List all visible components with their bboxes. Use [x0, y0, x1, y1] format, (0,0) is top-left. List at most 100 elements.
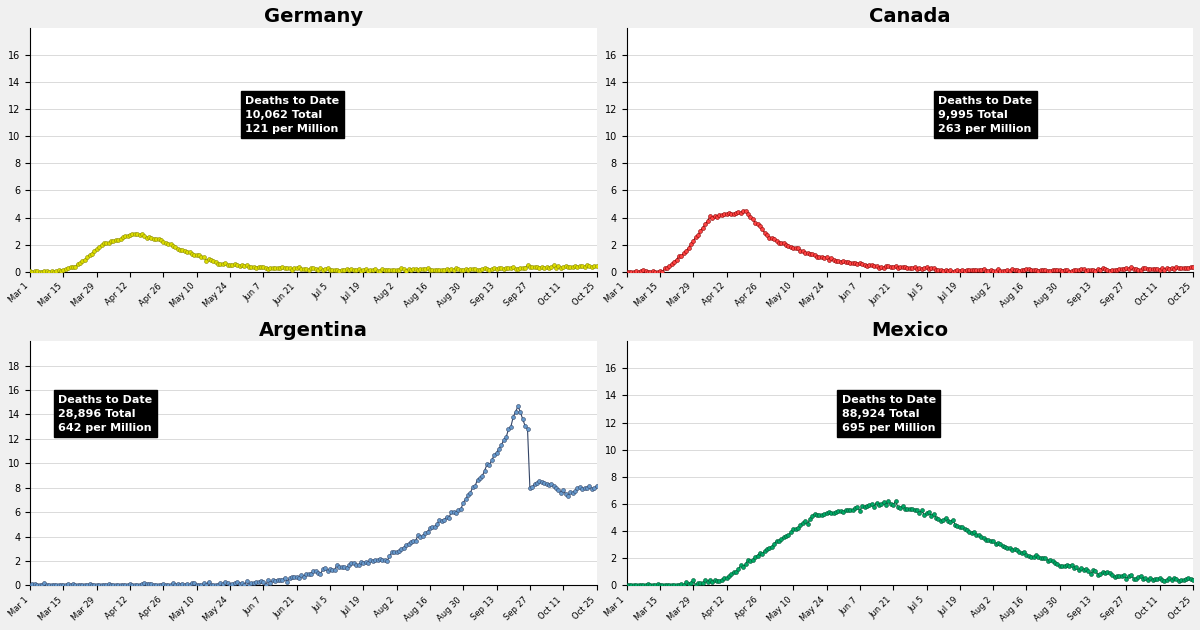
Point — [931, 265, 950, 275]
Point — [1122, 262, 1141, 272]
Point — [523, 483, 542, 493]
Point — [292, 570, 311, 580]
Point — [415, 529, 434, 539]
Point — [430, 265, 449, 275]
Point — [328, 265, 347, 275]
Point — [71, 580, 90, 590]
Point — [929, 514, 948, 524]
Point — [383, 265, 402, 275]
Point — [480, 265, 499, 275]
Point — [344, 265, 364, 275]
Point — [788, 523, 808, 533]
Point — [858, 261, 877, 272]
Point — [924, 263, 943, 273]
Point — [1169, 576, 1188, 586]
Point — [575, 261, 594, 272]
Point — [958, 265, 977, 275]
Point — [769, 238, 788, 248]
Point — [199, 576, 218, 587]
Point — [895, 262, 914, 272]
Point — [1098, 265, 1117, 275]
Point — [494, 435, 514, 445]
Point — [788, 243, 808, 253]
Point — [643, 266, 662, 277]
Point — [380, 265, 400, 275]
Point — [534, 478, 553, 488]
Point — [703, 214, 722, 224]
Point — [391, 263, 410, 273]
Point — [228, 576, 247, 587]
Point — [137, 579, 156, 589]
Point — [1117, 263, 1136, 273]
Point — [37, 580, 56, 590]
Point — [268, 263, 287, 273]
Point — [943, 515, 962, 525]
Point — [1012, 548, 1031, 558]
Point — [762, 542, 781, 552]
Point — [1081, 265, 1100, 275]
Point — [1048, 265, 1067, 275]
Point — [263, 263, 282, 273]
Point — [221, 580, 240, 590]
Point — [325, 265, 344, 275]
Point — [536, 262, 556, 272]
Point — [624, 266, 643, 277]
Point — [1079, 265, 1098, 275]
Point — [306, 566, 325, 576]
Point — [558, 491, 577, 501]
Point — [110, 580, 130, 590]
Point — [869, 263, 888, 273]
Point — [534, 263, 553, 273]
Point — [800, 249, 820, 259]
Point — [731, 208, 750, 218]
Point — [721, 570, 740, 580]
Point — [230, 261, 250, 271]
Point — [223, 579, 242, 589]
Point — [292, 264, 311, 274]
Point — [881, 499, 900, 509]
Point — [49, 265, 68, 275]
Point — [1152, 263, 1171, 273]
Point — [803, 510, 822, 520]
Point — [634, 265, 653, 275]
Point — [238, 260, 257, 270]
Point — [691, 226, 710, 236]
Point — [149, 580, 168, 590]
Point — [1171, 575, 1190, 585]
Point — [56, 580, 76, 590]
Point — [1132, 265, 1151, 275]
Point — [137, 232, 156, 243]
Point — [979, 266, 998, 276]
Point — [967, 265, 986, 275]
Point — [979, 535, 998, 545]
Point — [703, 577, 722, 587]
Point — [1115, 264, 1134, 274]
Point — [258, 575, 277, 585]
Point — [817, 508, 836, 518]
Point — [248, 261, 268, 272]
Point — [1150, 573, 1169, 583]
Point — [1057, 559, 1076, 570]
Point — [580, 481, 599, 491]
Point — [1076, 564, 1096, 574]
Point — [233, 260, 252, 270]
Point — [284, 571, 304, 581]
Point — [49, 580, 68, 590]
Point — [458, 490, 478, 500]
Point — [1120, 571, 1139, 581]
Point — [672, 251, 691, 261]
Point — [88, 580, 107, 590]
Point — [446, 508, 466, 518]
Point — [895, 504, 914, 514]
Point — [173, 579, 192, 589]
Point — [946, 266, 965, 276]
Point — [1174, 575, 1193, 585]
Point — [389, 265, 408, 275]
Point — [401, 537, 420, 547]
Point — [134, 231, 154, 241]
Point — [1021, 552, 1040, 562]
Point — [197, 256, 216, 266]
Point — [20, 580, 40, 590]
Point — [883, 262, 902, 272]
Point — [878, 261, 898, 272]
